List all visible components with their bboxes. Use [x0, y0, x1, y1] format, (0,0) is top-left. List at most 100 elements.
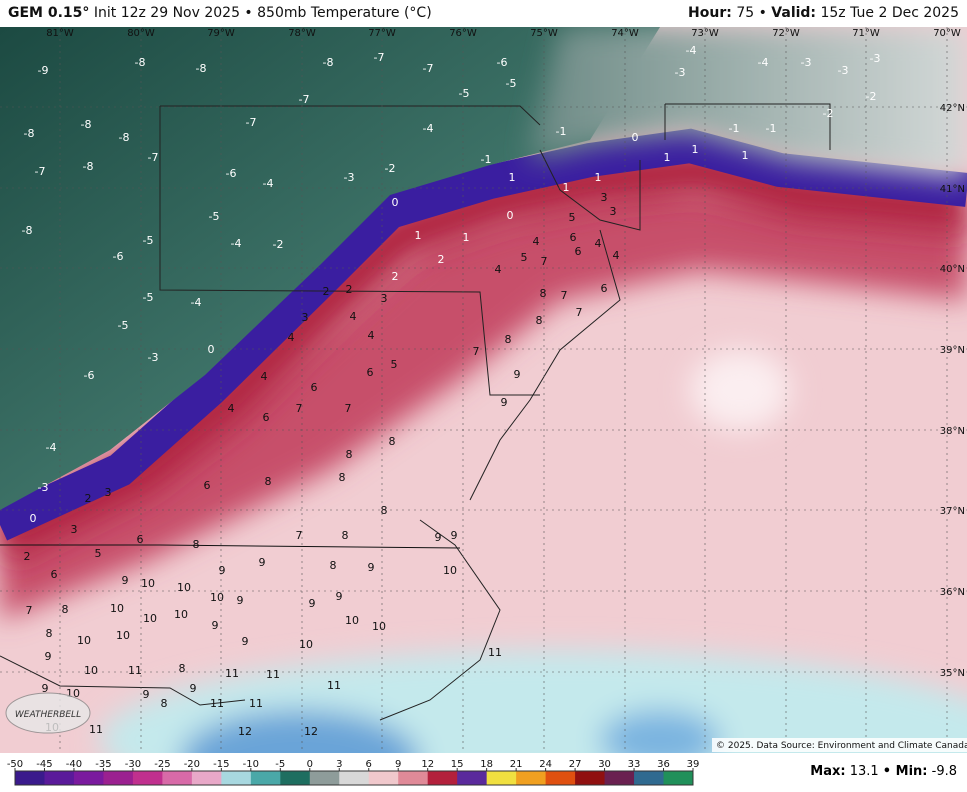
colorbar-swatch	[545, 771, 576, 785]
temp-value: -6	[84, 369, 95, 382]
temp-value: -2	[385, 162, 396, 175]
temp-value: 11	[266, 668, 280, 681]
temp-value: 5	[95, 547, 102, 560]
temp-value: 3	[105, 486, 112, 499]
logo-badge	[5, 692, 91, 734]
colorbar-label: 18	[480, 759, 493, 770]
temp-value: 8	[265, 475, 272, 488]
temp-value: 7	[296, 529, 303, 542]
colorbar-label: 36	[657, 759, 670, 770]
temp-value: 10	[210, 591, 224, 604]
temp-value: 7	[473, 345, 480, 358]
temp-value: 6	[601, 282, 608, 295]
temp-value: 8	[193, 538, 200, 551]
temp-value: -4	[46, 441, 57, 454]
temp-value: 11	[249, 697, 263, 710]
colorbar-label: -20	[184, 759, 200, 770]
temp-value: -6	[497, 56, 508, 69]
colorbar-label: 6	[366, 759, 372, 770]
colorbar-swatch	[132, 771, 163, 785]
min: -9.8	[931, 764, 957, 779]
temp-value: 2	[85, 492, 92, 505]
colorbar-swatch	[309, 771, 340, 785]
temp-value: 0	[507, 209, 514, 222]
temp-value: 6	[204, 479, 211, 492]
temp-value: 6	[367, 366, 374, 379]
temp-value: 1	[463, 231, 470, 244]
lat-label: 35°N	[940, 668, 965, 679]
temp-value: -4	[231, 237, 242, 250]
colorbar-swatch	[634, 771, 665, 785]
colorbar-swatch	[427, 771, 458, 785]
temp-value: 12	[304, 725, 318, 738]
temp-value: 6	[51, 568, 58, 581]
temp-value: 2	[24, 550, 31, 563]
temp-value: 10	[443, 564, 457, 577]
lat-label: 36°N	[940, 587, 965, 598]
temp-value: -4	[686, 44, 697, 57]
temp-value: 4	[595, 237, 602, 250]
colorbar-swatch	[516, 771, 547, 785]
lon-label: 77°W	[368, 28, 396, 39]
valid-label: Valid:	[771, 5, 817, 21]
temp-value: 11	[327, 679, 341, 692]
colorbar-label: 39	[687, 759, 700, 770]
colorbar-swatch	[604, 771, 635, 785]
temp-value: 11	[89, 723, 103, 736]
colorbar-swatch	[44, 771, 75, 785]
temp-value: 11	[210, 697, 224, 710]
colorbar-label: 21	[510, 759, 523, 770]
temp-value: 9	[309, 597, 316, 610]
temp-value: 4	[350, 310, 357, 323]
colorbar-label: -45	[36, 759, 52, 770]
colorbar-label: -35	[95, 759, 111, 770]
temp-value: 9	[435, 531, 442, 544]
colorbar-swatch	[162, 771, 193, 785]
temp-value: 9	[514, 368, 521, 381]
temp-value: -1	[556, 125, 567, 138]
colorbar-label: 12	[421, 759, 434, 770]
temp-value: 1	[563, 181, 570, 194]
temp-value: 1	[415, 229, 422, 242]
max-label: Max:	[810, 764, 846, 779]
temp-value: 4	[613, 249, 620, 262]
temp-value: -4	[423, 122, 434, 135]
lat-label: 41°N	[940, 184, 965, 195]
stats: Max: 13.1 • Min: -9.8	[810, 764, 957, 779]
temp-value: -4	[191, 296, 202, 309]
temp-value: 0	[392, 196, 399, 209]
temp-value: 5	[569, 211, 576, 224]
colorbar-swatch	[486, 771, 517, 785]
colorbar-label: -10	[243, 759, 259, 770]
lon-label: 79°W	[207, 28, 235, 39]
temp-value: 6	[311, 381, 318, 394]
temp-value: 11	[488, 646, 502, 659]
temp-value: -9	[38, 64, 49, 77]
temp-value: -4	[758, 56, 769, 69]
temp-value: 10	[177, 581, 191, 594]
temp-value: -3	[148, 351, 159, 364]
colorbar-swatch	[339, 771, 370, 785]
temp-value: -4	[263, 177, 274, 190]
temp-value: 9	[368, 561, 375, 574]
temp-value: -8	[24, 127, 35, 140]
lat-label: 38°N	[940, 426, 965, 437]
colorbar-swatch	[663, 771, 694, 785]
temp-value: 4	[228, 402, 235, 415]
temp-value: 10	[84, 664, 98, 677]
lat-label: 42°N	[940, 103, 965, 114]
hour-label: Hour:	[688, 5, 732, 21]
temp-value: 9	[219, 564, 226, 577]
temp-value: 10	[141, 577, 155, 590]
colorbar-label: 3	[336, 759, 342, 770]
temp-value: -8	[135, 56, 146, 69]
temp-value: 6	[263, 411, 270, 424]
lon-label: 78°W	[288, 28, 316, 39]
lon-label: 81°W	[46, 28, 74, 39]
temp-value: 9	[212, 619, 219, 632]
temp-value: -3	[344, 171, 355, 184]
temp-value: 2	[323, 285, 330, 298]
temp-value: 8	[536, 314, 543, 327]
